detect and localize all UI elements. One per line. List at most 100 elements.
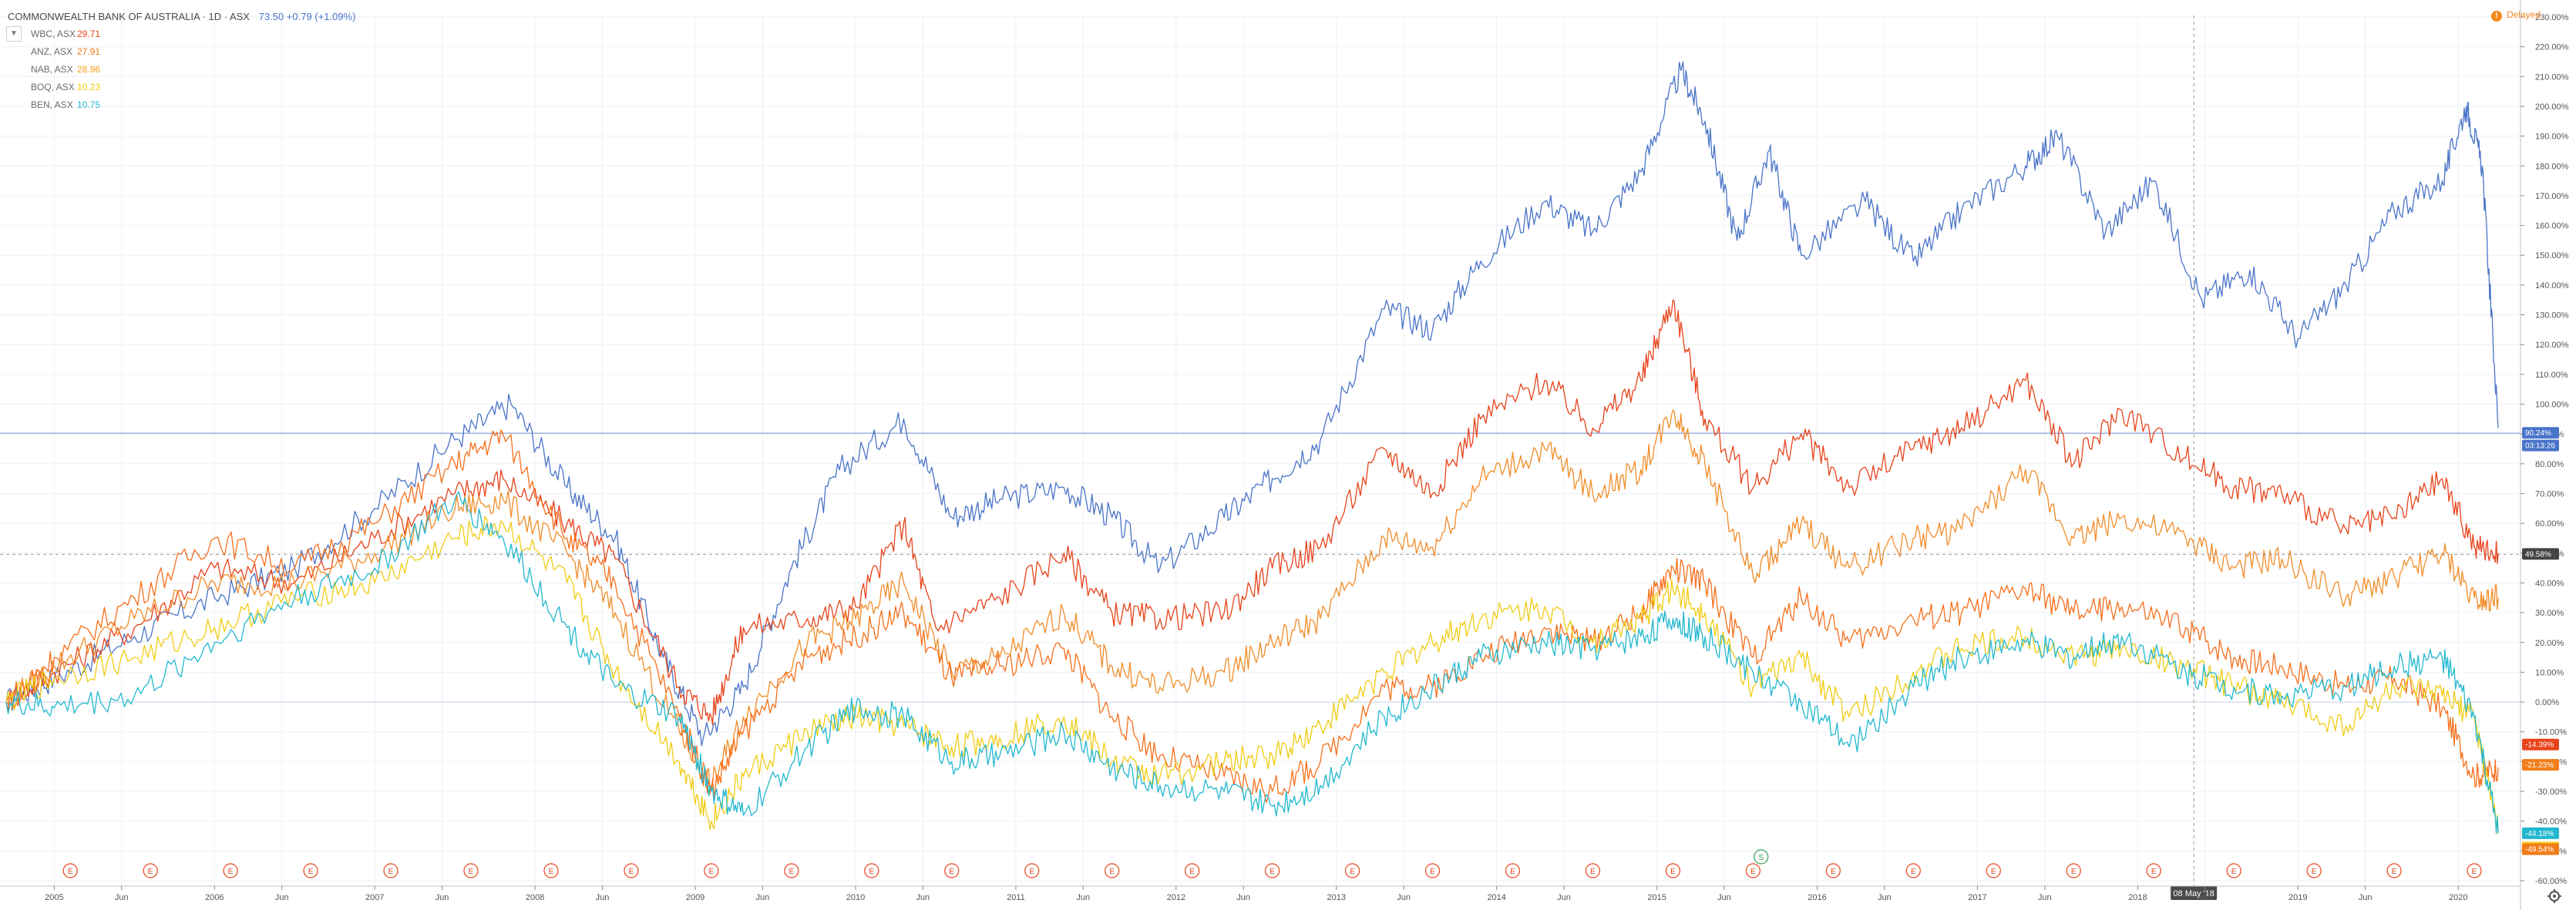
x-tick-label: Jun	[1557, 893, 1571, 902]
delayed-status[interactable]: ! Delayed	[2490, 9, 2541, 22]
chevron-down-icon[interactable]: ▼	[6, 26, 22, 42]
legend-value: 28.96	[77, 64, 101, 75]
x-tick-label: Jun	[1878, 893, 1892, 902]
earnings-marker	[2306, 863, 2322, 878]
price-tag-label: 03:13:26	[2525, 442, 2555, 451]
price-tag-label: 90.24%	[2525, 429, 2551, 438]
main-price-value: 73.50	[258, 11, 284, 22]
earnings-marker-label: E	[2231, 868, 2237, 876]
earnings-marker-label: E	[629, 868, 634, 876]
x-tick-label: 2016	[1808, 893, 1826, 902]
x-tick-label: 2013	[1327, 893, 1346, 902]
earnings-marker-label: E	[869, 868, 874, 876]
y-tick-label: 140.00%	[2535, 281, 2569, 290]
series-line	[5, 409, 2499, 795]
earnings-marker	[2146, 863, 2161, 878]
earnings-marker	[2467, 863, 2482, 878]
x-tick-label: 2011	[1007, 893, 1025, 902]
crosshair-date: 08 May '18	[2173, 889, 2214, 898]
price-tag-label: -21.23%	[2525, 761, 2554, 770]
y-tick-label: 130.00%	[2535, 311, 2569, 321]
x-tick-label: 2018	[2128, 893, 2147, 902]
y-axis: 230.00% 220.00% 210.00% 200.00% 190.00% 180.0…	[2520, 0, 2576, 910]
legend-symbol: ANZ, ASX	[31, 46, 73, 57]
earnings-marker-label: E	[2472, 868, 2477, 876]
legend-value: 10.23	[77, 82, 101, 92]
legend-symbol: NAB, ASX	[31, 64, 73, 75]
legend-item[interactable]: BOQ, ASX 10.23	[8, 79, 355, 96]
earnings-marker-label: E	[1510, 868, 1515, 876]
legend-value: 29.71	[77, 29, 101, 39]
earnings-marker-label: E	[2312, 868, 2317, 876]
legend-item[interactable]: WBC, ASX 29.71	[8, 25, 355, 43]
price-tag	[2522, 738, 2559, 750]
x-tick-label: Jun	[1397, 893, 1411, 902]
earnings-marker	[143, 863, 158, 878]
x-tick-label: 2008	[526, 893, 544, 902]
y-tick-label: 80.00%	[2535, 460, 2564, 469]
earnings-marker-label: E	[2071, 868, 2077, 876]
y-tick-label: -10.00%	[2535, 728, 2567, 737]
earnings-marker	[2386, 863, 2402, 878]
earnings-marker	[864, 863, 879, 878]
y-tick-label: -60.00%	[2535, 877, 2567, 886]
legend-item[interactable]: NAB, ASX 28.96	[8, 61, 355, 79]
earnings-marker-label: E	[2151, 868, 2157, 876]
x-tick-label: 2009	[686, 893, 705, 902]
chart-title: COMMONWEALTH BANK OF AUSTRALIA · 1D · AS…	[8, 11, 250, 22]
earnings-marker	[543, 863, 559, 878]
y-tick-label: -30.00%	[2535, 787, 2567, 797]
price-tag	[2522, 759, 2559, 771]
earnings-marker-label: E	[1991, 868, 1996, 876]
earnings-marker-label: E	[549, 868, 554, 876]
delayed-label: Delayed	[2506, 9, 2541, 20]
earnings-marker	[1344, 863, 1360, 878]
earnings-marker	[1825, 863, 1841, 878]
price-tag-label: -49.54%	[2525, 846, 2554, 855]
y-tick-label: 110.00%	[2535, 371, 2568, 380]
x-tick-label: Jun	[1717, 893, 1731, 902]
price-tag	[2522, 827, 2559, 839]
x-tick-label: Jun	[2198, 893, 2212, 902]
earnings-marker	[1986, 863, 2001, 878]
earnings-marker	[944, 863, 960, 878]
x-tick-label: 2014	[1487, 893, 1505, 902]
grid	[0, 15, 2521, 886]
price-tag	[2522, 427, 2559, 439]
earnings-marker-label: E	[1831, 868, 1836, 876]
y-tick-label: 70.00%	[2535, 489, 2564, 499]
y-tick-label: 10.00%	[2535, 668, 2564, 677]
series-line	[5, 299, 2499, 726]
y-tick-label: 30.00%	[2535, 609, 2564, 618]
price-tag-label: -44.18%	[2525, 830, 2554, 838]
earnings-marker-label: E	[308, 868, 314, 876]
earnings-marker	[463, 863, 479, 878]
y-tick-label: 40.00%	[2535, 579, 2564, 588]
legend-item[interactable]: ANZ, ASX 27.91	[8, 43, 355, 61]
y-tick-label: 210.00%	[2535, 72, 2569, 82]
split-marker-label: S	[1758, 854, 1764, 862]
earnings-marker-label: E	[1590, 868, 1596, 876]
earnings-marker-label: E	[68, 868, 73, 876]
x-tick-label: 2007	[365, 893, 384, 902]
earnings-marker-label: E	[1430, 868, 1435, 876]
x-tick-label: Jun	[1236, 893, 1250, 902]
x-tick-label: 2015	[1647, 893, 1666, 902]
legend-item[interactable]: BEN, ASX 10.75	[8, 96, 355, 114]
series-lines	[5, 61, 2499, 835]
gear-icon[interactable]	[2547, 888, 2562, 904]
y-tick-label: 150.00%	[2535, 251, 2569, 260]
y-tick-label: 120.00%	[2535, 341, 2569, 350]
x-tick-label: 2020	[2449, 893, 2467, 902]
x-tick-label: 2017	[1968, 893, 1986, 902]
y-axis-bg	[2521, 0, 2576, 910]
series-line	[5, 61, 2499, 747]
x-axis: 2005 Jun 2006 Jun 2007 Jun 2008 Jun 2009 Jun 2010 J…	[0, 885, 2521, 902]
x-tick-label: 2006	[205, 893, 224, 902]
earnings-marker	[1264, 863, 1280, 878]
x-tick-label: Jun	[275, 893, 289, 902]
earnings-marker-label: E	[1670, 868, 1676, 876]
x-tick-label: Jun	[115, 893, 129, 902]
split-marker	[1754, 849, 1769, 865]
